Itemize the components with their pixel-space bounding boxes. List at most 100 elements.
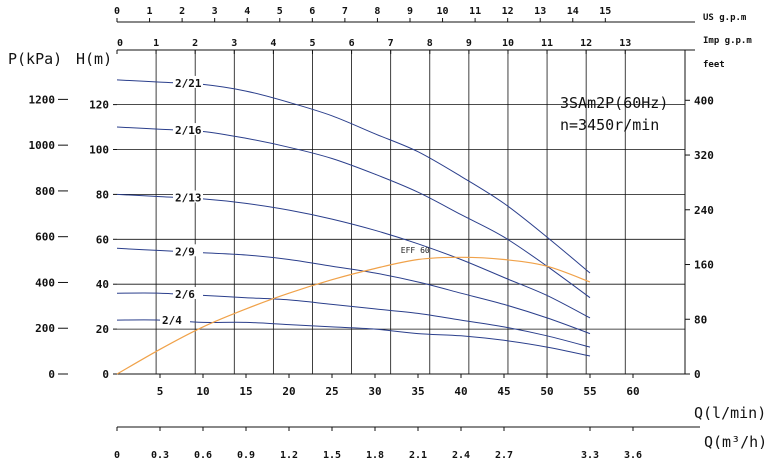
imp-gpm-tick-label: 6 xyxy=(349,38,355,49)
curve-label: 2/4 xyxy=(162,314,182,327)
x-axis-title: Q(l/min) xyxy=(694,404,766,422)
m3h-tick-label: 0.9 xyxy=(237,450,255,461)
pressure-tick-label: 400 xyxy=(35,276,55,289)
us-gpm-label: US g.p.m xyxy=(703,13,747,23)
us-gpm-tick-label: 3 xyxy=(212,6,218,17)
head-tick-label: 0 xyxy=(102,368,109,381)
curve-label-bg xyxy=(173,190,203,203)
us-gpm-tick-label: 7 xyxy=(342,6,348,17)
m3h-tick-label: 1.2 xyxy=(280,450,298,461)
us-gpm-tick-label: 1 xyxy=(147,6,153,17)
head-curve-2-16 xyxy=(116,126,591,299)
m3h-tick-label: 3.6 xyxy=(624,450,642,461)
x-axis-title-m3h: Q(m³/h) xyxy=(704,433,767,451)
head-curve-2-4 xyxy=(116,319,591,357)
pressure-tick-label: 1000 xyxy=(29,139,56,152)
curve-label-bg xyxy=(173,123,203,136)
imp-gpm-tick-label: 12 xyxy=(580,38,592,49)
efficiency-curve xyxy=(116,256,591,375)
head-axis-title: H(m) xyxy=(76,50,112,68)
pressure-tick-label: 0 xyxy=(48,368,55,381)
x-tick-label: 55 xyxy=(583,385,596,398)
m3h-tick-label: 2.1 xyxy=(409,450,427,461)
x-tick-label: 10 xyxy=(196,385,209,398)
imp-gpm-tick-label: 9 xyxy=(466,38,472,49)
pressure-tick-label: 1200 xyxy=(29,93,56,106)
x-tick-label: 5 xyxy=(157,385,164,398)
pressure-tick-label: 200 xyxy=(35,322,55,335)
x-tick-label: 25 xyxy=(325,385,338,398)
head-curve-2-21 xyxy=(116,79,591,274)
imp-gpm-tick-label: 11 xyxy=(541,38,553,49)
curve-label: 2/21 xyxy=(175,77,202,90)
imp-gpm-tick-label: 3 xyxy=(231,38,237,49)
feet-label: feet xyxy=(703,60,725,70)
imp-gpm-tick-label: 5 xyxy=(309,38,315,49)
imp-gpm-tick-label: 2 xyxy=(192,38,198,49)
curve-label-bg xyxy=(173,286,203,299)
imp-gpm-tick-label: 7 xyxy=(388,38,394,49)
feet-tick-label: 240 xyxy=(694,204,714,217)
x-tick-label: 60 xyxy=(626,385,639,398)
curve-label: 2/9 xyxy=(175,245,195,258)
curve-label-bg xyxy=(173,75,203,88)
x-tick-label: 15 xyxy=(239,385,252,398)
m3h-tick-label: 3.3 xyxy=(581,450,599,461)
chart-title: 3SAm2P(60Hz) xyxy=(560,94,668,112)
pressure-tick-label: 600 xyxy=(35,231,55,244)
us-gpm-tick-label: 9 xyxy=(407,6,413,17)
imp-gpm-label: Imp g.p.m xyxy=(703,36,752,46)
us-gpm-tick-label: 4 xyxy=(244,6,250,17)
head-tick-label: 120 xyxy=(89,99,109,112)
chart-subtitle: n=3450r/min xyxy=(560,116,659,134)
x-tick-label: 35 xyxy=(411,385,424,398)
imp-gpm-tick-label: 4 xyxy=(270,38,276,49)
head-tick-label: 80 xyxy=(96,188,109,201)
head-tick-label: 20 xyxy=(96,323,109,336)
m3h-tick-label: 2.7 xyxy=(495,450,513,461)
x-tick-label: 30 xyxy=(368,385,381,398)
curve-label: 2/6 xyxy=(175,288,195,301)
m3h-tick-label: 1.8 xyxy=(366,450,384,461)
x-tick-label: 50 xyxy=(540,385,553,398)
x-tick-label: 45 xyxy=(497,385,510,398)
imp-gpm-tick-label: 8 xyxy=(427,38,433,49)
m3h-tick-label: 1.5 xyxy=(323,450,341,461)
pressure-tick-label: 800 xyxy=(35,185,55,198)
us-gpm-tick-label: 15 xyxy=(599,6,611,17)
head-tick-label: 40 xyxy=(96,278,109,291)
imp-gpm-tick-label: 0 xyxy=(117,38,123,49)
curve-label-bg xyxy=(173,244,203,257)
curve-label: 2/13 xyxy=(175,191,202,204)
us-gpm-tick-label: 2 xyxy=(179,6,185,17)
efficiency-label: EFF 60 xyxy=(401,246,430,255)
us-gpm-tick-label: 5 xyxy=(277,6,283,17)
m3h-tick-label: 0 xyxy=(114,450,120,461)
us-gpm-tick-label: 8 xyxy=(374,6,380,17)
imp-gpm-tick-label: 13 xyxy=(619,38,631,49)
imp-gpm-tick-label: 10 xyxy=(502,38,514,49)
feet-tick-label: 320 xyxy=(694,149,714,162)
head-tick-label: 60 xyxy=(96,233,109,246)
chart-marks: 0 1 2 3 4 5 6 7 8 9 10 11 12 13 14 150 1 2 3 4 5 6 7 8 9 10 11 12 13… xyxy=(29,6,714,461)
feet-tick-label: 0 xyxy=(694,368,701,381)
us-gpm-tick-label: 0 xyxy=(114,6,120,17)
m3h-tick-label: 0.6 xyxy=(194,450,212,461)
imp-gpm-tick-label: 1 xyxy=(153,38,159,49)
us-gpm-tick-label: 6 xyxy=(309,6,315,17)
feet-tick-label: 400 xyxy=(694,94,714,107)
x-tick-label: 40 xyxy=(454,385,467,398)
us-gpm-tick-label: 10 xyxy=(437,6,449,17)
feet-tick-label: 160 xyxy=(694,259,714,272)
curve-label-bg xyxy=(160,313,190,326)
head-tick-label: 100 xyxy=(89,144,109,157)
feet-tick-label: 80 xyxy=(694,313,707,326)
pressure-axis-title: P(kPa) xyxy=(8,50,62,68)
m3h-tick-label: 2.4 xyxy=(452,450,470,461)
us-gpm-tick-label: 14 xyxy=(567,6,579,17)
x-tick-label: 20 xyxy=(282,385,295,398)
us-gpm-tick-label: 13 xyxy=(534,6,546,17)
curve-label: 2/16 xyxy=(175,124,202,137)
m3h-tick-label: 0.3 xyxy=(151,450,169,461)
